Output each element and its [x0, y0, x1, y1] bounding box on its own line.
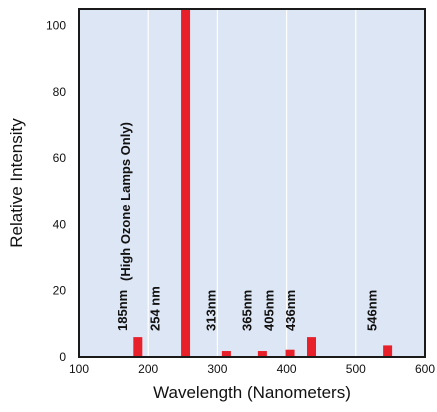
y-tick-label-20: 20	[53, 284, 67, 298]
y-axis-ticks: 0 20 40 60 80 100	[46, 19, 66, 364]
annotation-2: 254 nm	[147, 286, 162, 331]
y-axis-title: Relative Intensity	[7, 118, 26, 248]
grid-lines	[147, 9, 357, 357]
y-tick-label-80: 80	[53, 85, 67, 99]
annotation-7: 546nm	[365, 290, 380, 331]
x-tick-label-100: 100	[69, 362, 89, 376]
bar-185nm	[133, 337, 143, 357]
annotation-5: 405nm	[262, 290, 277, 331]
x-tick-label-200: 200	[138, 362, 158, 376]
x-tick-label-500: 500	[346, 362, 366, 376]
x-axis-title: Wavelength (Nanometers)	[153, 383, 351, 402]
annotation-1: (High Ozone Lamps Only)	[118, 122, 133, 281]
y-tick-label-40: 40	[53, 217, 67, 231]
bar-546nm	[383, 345, 393, 357]
plot-area	[79, 9, 425, 357]
bar-254nm	[181, 9, 191, 357]
annotation-4: 365nm	[239, 290, 254, 331]
x-axis-ticks: 100 200 300 400 500 600	[69, 362, 435, 376]
annotations: 185nm (High Ozone Lamps Only) 254 nm 313nm 3…	[115, 122, 380, 331]
bar-365nm	[257, 351, 267, 357]
bar-405nm	[285, 349, 295, 357]
y-tick-label-0: 0	[59, 350, 66, 364]
y-tick-label-100: 100	[46, 19, 66, 33]
bar-313nm	[221, 351, 231, 357]
x-tick-label-300: 300	[207, 362, 227, 376]
plot-frame	[78, 8, 426, 358]
bars	[133, 9, 393, 357]
annotation-3: 313nm	[203, 290, 218, 331]
x-tick-label-400: 400	[277, 362, 297, 376]
annotation-6: 436nm	[283, 290, 298, 331]
bar-436nm	[307, 337, 317, 357]
y-tick-label-60: 60	[53, 151, 67, 165]
annotation-0: 185nm	[115, 290, 130, 331]
x-tick-label-600: 600	[415, 362, 435, 376]
